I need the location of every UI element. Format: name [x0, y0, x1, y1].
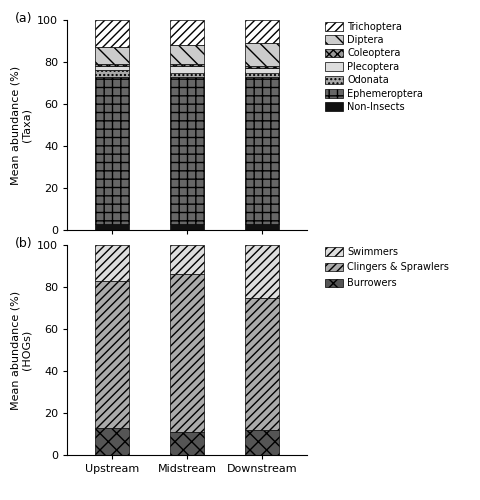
Bar [245, 430, 279, 455]
Bar [96, 224, 129, 230]
Bar [96, 280, 129, 428]
Y-axis label: Mean abundance (%)
(HOGs): Mean abundance (%) (HOGs) [10, 290, 32, 410]
Text: (a): (a) [14, 12, 32, 24]
Text: (b): (b) [14, 236, 32, 250]
Bar [245, 224, 279, 230]
Bar [96, 64, 129, 66]
Bar [245, 43, 279, 66]
Bar [170, 45, 204, 64]
Bar [96, 245, 129, 280]
Bar [96, 66, 129, 70]
Bar [96, 70, 129, 76]
Bar [170, 64, 204, 66]
Bar [245, 68, 279, 72]
Bar [245, 72, 279, 76]
Bar [170, 224, 204, 230]
Bar [170, 72, 204, 76]
Y-axis label: Mean abundance (%)
(Taxa): Mean abundance (%) (Taxa) [10, 66, 32, 184]
Bar [96, 20, 129, 48]
Bar [96, 48, 129, 64]
Legend: Swimmers, Clingers & Sprawlers, Burrowers: Swimmers, Clingers & Sprawlers, Burrower… [324, 246, 450, 290]
Bar [245, 66, 279, 68]
Bar [170, 76, 204, 224]
Legend: Trichoptera, Diptera, Coleoptera, Plecoptera, Odonata, Ephemeroptera, Non-Insect: Trichoptera, Diptera, Coleoptera, Plecop… [324, 20, 424, 113]
Bar [170, 66, 204, 72]
Bar [245, 245, 279, 298]
Bar [170, 274, 204, 432]
Bar [245, 20, 279, 43]
Bar [170, 20, 204, 45]
Bar [96, 76, 129, 224]
Bar [96, 428, 129, 455]
Bar [245, 76, 279, 224]
Bar [170, 245, 204, 274]
Bar [245, 298, 279, 430]
Bar [170, 432, 204, 455]
